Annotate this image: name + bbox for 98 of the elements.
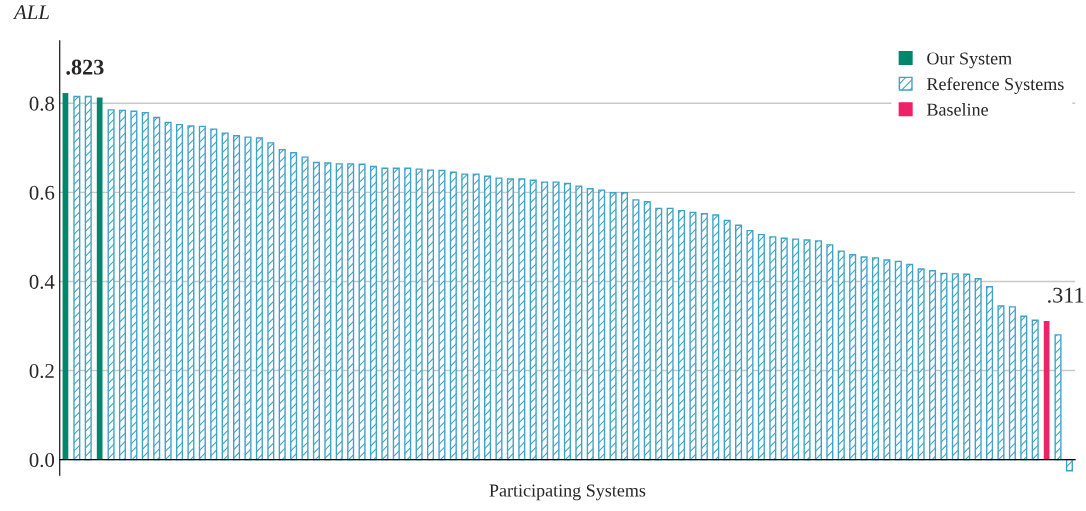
bar (906, 263, 914, 461)
bar (666, 207, 674, 461)
bar (164, 121, 172, 461)
bar (358, 163, 366, 461)
bar (290, 152, 298, 461)
bar (689, 211, 697, 461)
bar (518, 178, 526, 461)
bar (940, 272, 948, 461)
bar (255, 137, 263, 461)
bar (780, 237, 788, 461)
bar (837, 250, 845, 461)
bar (814, 240, 822, 461)
bar (392, 167, 400, 461)
bar (426, 169, 435, 461)
bar (598, 189, 606, 461)
bar (620, 192, 629, 461)
bar (986, 286, 994, 461)
bar (347, 163, 355, 461)
bar (883, 259, 891, 461)
bar (1020, 315, 1028, 461)
bar (438, 169, 446, 461)
bar (415, 168, 423, 461)
bar (84, 95, 92, 461)
legend-label: Baseline (926, 103, 988, 116)
bar (96, 97, 103, 460)
bar (769, 236, 777, 461)
bar (472, 173, 480, 461)
bar (963, 273, 971, 461)
bar (997, 305, 1005, 461)
bar (369, 165, 378, 461)
bar (198, 125, 206, 461)
y-tick-label: 0.0 (29, 453, 55, 468)
bar (107, 109, 115, 461)
bar (860, 256, 868, 461)
legend-label: Reference Systems (926, 77, 1064, 94)
x-axis-title: Participating Systems (489, 484, 646, 501)
bar (324, 162, 332, 461)
bar (803, 239, 811, 461)
bar (301, 156, 309, 461)
bar (894, 260, 902, 461)
bar (552, 181, 560, 461)
bar (461, 173, 469, 461)
bar (792, 238, 800, 461)
bar (529, 179, 537, 461)
bar (449, 171, 457, 461)
bar (244, 136, 252, 461)
bar (404, 167, 412, 461)
legend-label: Our System (927, 52, 1012, 69)
bar (700, 213, 708, 461)
bar (757, 233, 765, 461)
bar (917, 268, 925, 461)
bar (643, 201, 651, 461)
bar (849, 254, 857, 461)
bar (118, 109, 127, 461)
bar (712, 214, 720, 461)
bar (484, 175, 492, 461)
bar (381, 167, 389, 461)
bar (609, 192, 617, 461)
bar (278, 148, 286, 461)
bar (632, 199, 640, 461)
bar (1008, 306, 1016, 461)
bar (871, 257, 880, 461)
bar (153, 116, 161, 461)
bar (187, 125, 195, 461)
y-tick-label: 0.8 (29, 96, 55, 111)
bar (495, 177, 503, 461)
bar (506, 178, 514, 461)
bar (563, 182, 571, 461)
bar (312, 161, 320, 461)
bar (826, 244, 834, 461)
bar (746, 229, 754, 461)
bar (73, 95, 81, 461)
bar (335, 163, 343, 461)
bar (210, 128, 218, 461)
bar (175, 123, 184, 461)
bar (655, 207, 663, 461)
bar (586, 188, 594, 461)
y-tick-label: 0.2 (29, 363, 54, 379)
bar (677, 209, 686, 461)
bar (221, 132, 229, 461)
bar (735, 224, 743, 461)
bar (541, 181, 549, 461)
data-label: .823 (66, 59, 104, 75)
bar (267, 142, 275, 461)
bar (1054, 334, 1062, 461)
y-tick-label: 0.6 (29, 185, 55, 200)
bar (1031, 319, 1039, 461)
bar (974, 278, 982, 461)
bar (928, 270, 937, 461)
bar (575, 185, 583, 461)
bar (141, 111, 149, 461)
y-axis-title: ALL (12, 5, 49, 20)
bar (130, 110, 138, 461)
bar (723, 219, 731, 461)
data-label: .311 (1048, 287, 1084, 303)
bar (233, 135, 241, 461)
y-tick-label: 0.4 (29, 274, 55, 289)
bar (951, 273, 959, 461)
